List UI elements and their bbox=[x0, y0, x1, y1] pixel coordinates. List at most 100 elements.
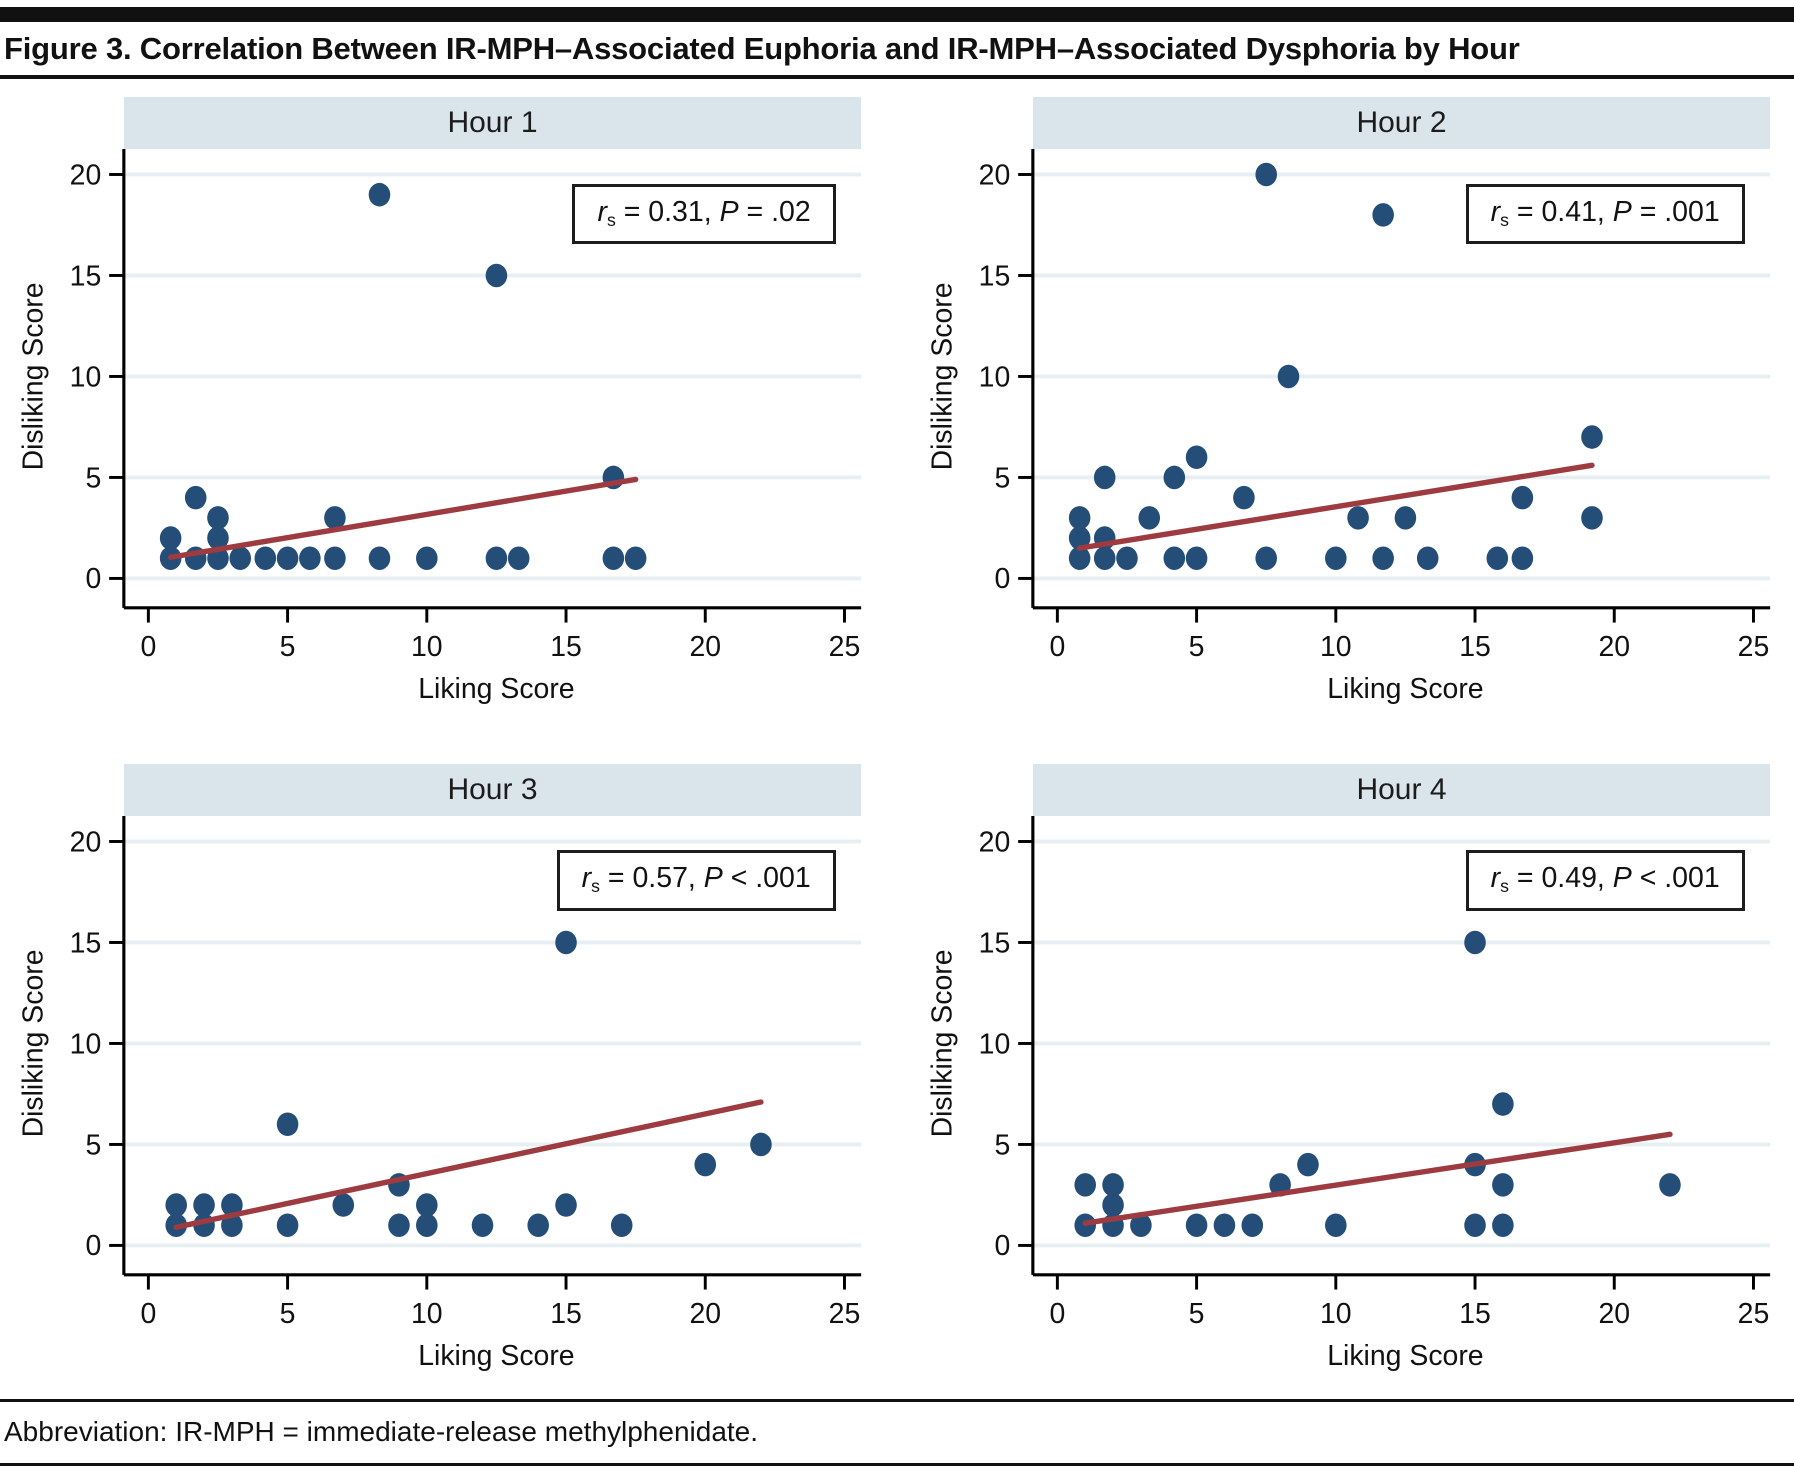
y-tick-label: 20 bbox=[979, 159, 1011, 191]
data-point bbox=[624, 546, 647, 571]
figure-footnote: Abbreviation: IR-MPH = immediate-release… bbox=[4, 1415, 759, 1447]
x-tick-label: 25 bbox=[829, 631, 861, 663]
data-point bbox=[1102, 1193, 1124, 1217]
data-point bbox=[1185, 546, 1208, 571]
y-tick-label: 20 bbox=[70, 159, 102, 191]
data-point bbox=[416, 1193, 438, 1217]
chart-panel-hour-3: Hour 3 0 5 10 15 20 25 0 5 10 15 20 Liking Score Dis… bbox=[16, 763, 869, 1373]
data-point bbox=[1255, 162, 1277, 187]
data-point bbox=[207, 526, 229, 550]
y-tick-label: 0 bbox=[994, 563, 1010, 595]
data-point bbox=[1116, 546, 1138, 571]
data-point bbox=[1492, 1172, 1514, 1197]
data-point bbox=[485, 546, 508, 571]
y-axis-label: Disliking Score bbox=[17, 949, 49, 1137]
data-point bbox=[1277, 364, 1300, 389]
chart-panel-hour-2: Hour 2 0 5 10 15 20 25 0 5 10 15 20 Liking Score Dis… bbox=[925, 97, 1778, 706]
data-point bbox=[368, 546, 391, 571]
stats-annotation: rs = 0.31, P = .02 bbox=[572, 183, 836, 245]
x-tick-label: 5 bbox=[1189, 631, 1205, 663]
x-tick-label: 10 bbox=[1320, 631, 1352, 663]
x-tick-label: 10 bbox=[411, 1298, 443, 1330]
y-tick-label: 0 bbox=[85, 1230, 101, 1262]
footnote-rule-top bbox=[0, 1398, 1794, 1402]
x-tick-label: 5 bbox=[1189, 1298, 1205, 1330]
panel-title: Hour 1 bbox=[447, 106, 538, 139]
data-point bbox=[1325, 546, 1347, 571]
data-point bbox=[324, 506, 346, 530]
x-tick-label: 15 bbox=[550, 1298, 582, 1330]
data-point bbox=[1511, 546, 1534, 571]
data-point bbox=[610, 1213, 633, 1237]
x-tick-label: 15 bbox=[1459, 631, 1491, 663]
data-point bbox=[555, 1193, 577, 1217]
data-point bbox=[527, 1213, 549, 1237]
data-point bbox=[276, 546, 299, 571]
y-tick-label: 5 bbox=[85, 462, 101, 494]
data-point bbox=[1325, 1213, 1347, 1237]
data-point bbox=[299, 546, 321, 571]
data-point bbox=[1347, 506, 1369, 530]
x-axis-label: Liking Score bbox=[1327, 673, 1483, 705]
data-point bbox=[1163, 465, 1186, 490]
x-tick-label: 20 bbox=[689, 631, 721, 663]
panel-title: Hour 2 bbox=[1356, 106, 1447, 139]
data-point bbox=[368, 182, 391, 207]
data-point bbox=[276, 1112, 299, 1136]
figure-title: Figure 3. Correlation Between IR-MPH–Ass… bbox=[4, 31, 1520, 66]
panel-header: Hour 1 bbox=[123, 97, 862, 149]
data-point bbox=[1093, 465, 1116, 490]
x-tick-label: 5 bbox=[280, 631, 296, 663]
y-axis-label: Disliking Score bbox=[926, 949, 958, 1137]
data-point bbox=[1486, 546, 1509, 571]
y-tick-label: 0 bbox=[994, 1230, 1010, 1262]
data-point bbox=[1581, 506, 1603, 530]
data-point bbox=[416, 1213, 438, 1237]
data-point bbox=[324, 546, 346, 571]
data-point bbox=[184, 485, 207, 510]
plot-area: 0 5 10 15 20 25 0 5 10 15 20 Liking Score Disliking … bbox=[925, 149, 1778, 706]
y-axis-label: Disliking Score bbox=[926, 282, 958, 470]
data-point bbox=[1074, 1172, 1096, 1197]
x-axis-label: Liking Score bbox=[1327, 1340, 1483, 1372]
stats-annotation: rs = 0.49, P < .001 bbox=[1465, 850, 1745, 912]
trend-line bbox=[1082, 1131, 1673, 1226]
plot-area: 0 5 10 15 20 25 0 5 10 15 20 Liking Score Disliking … bbox=[16, 149, 869, 706]
panel-header: Hour 2 bbox=[1032, 97, 1771, 149]
y-tick-label: 10 bbox=[979, 361, 1011, 393]
chart-panel-hour-4: Hour 4 0 5 10 15 20 25 0 5 10 15 20 Liking Score Dis… bbox=[925, 763, 1778, 1373]
stats-annotation: rs = 0.57, P < .001 bbox=[556, 850, 836, 912]
y-axis-label: Disliking Score bbox=[17, 282, 49, 470]
data-point bbox=[1492, 1092, 1514, 1116]
data-point bbox=[1416, 546, 1439, 571]
y-tick-label: 5 bbox=[994, 1129, 1010, 1161]
data-point bbox=[416, 546, 438, 571]
x-tick-label: 25 bbox=[829, 1298, 861, 1330]
data-point bbox=[750, 1132, 772, 1157]
data-point bbox=[555, 930, 577, 955]
data-point bbox=[1068, 506, 1091, 530]
x-tick-label: 15 bbox=[1459, 1298, 1491, 1330]
data-point bbox=[1492, 1213, 1514, 1237]
x-tick-label: 25 bbox=[1738, 631, 1770, 663]
plot-area: 0 5 10 15 20 25 0 5 10 15 20 Liking Score Disliking … bbox=[925, 815, 1778, 1373]
x-tick-label: 10 bbox=[1320, 1298, 1352, 1330]
data-point bbox=[1464, 1213, 1486, 1237]
data-point bbox=[1581, 425, 1603, 449]
plot-area: 0 5 10 15 20 25 0 5 10 15 20 Liking Score Disliking … bbox=[16, 815, 869, 1373]
data-point bbox=[602, 546, 625, 571]
data-point bbox=[694, 1152, 717, 1177]
y-tick-label: 5 bbox=[994, 462, 1010, 494]
data-point bbox=[332, 1193, 355, 1217]
data-point bbox=[1233, 485, 1255, 510]
data-point bbox=[221, 1213, 243, 1237]
data-point bbox=[1093, 546, 1116, 571]
x-tick-label: 20 bbox=[689, 1298, 721, 1330]
data-point bbox=[1185, 445, 1208, 470]
x-tick-label: 10 bbox=[411, 631, 443, 663]
x-axis-label: Liking Score bbox=[418, 1340, 574, 1372]
data-point bbox=[1163, 546, 1186, 571]
data-point bbox=[1394, 506, 1417, 530]
data-point bbox=[1464, 930, 1486, 955]
data-point bbox=[485, 263, 508, 288]
